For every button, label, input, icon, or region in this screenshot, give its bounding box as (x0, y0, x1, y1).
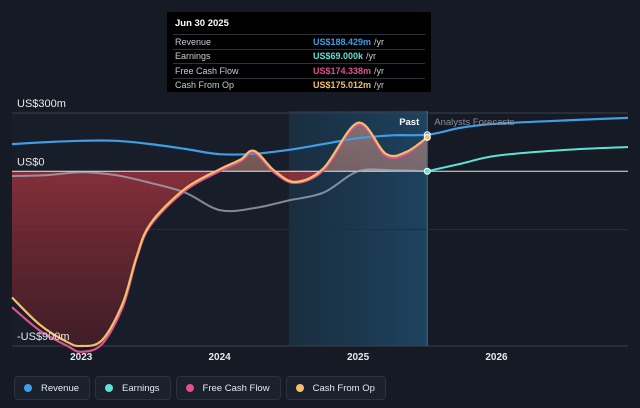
cash-negative-area (12, 171, 428, 347)
legend-label: Revenue (41, 382, 80, 394)
x-tick-2024: 2024 (209, 352, 232, 363)
tooltip-row-revenue: Revenue US$188.429m/yr (173, 34, 425, 49)
tooltip-row-unit: /yr (374, 65, 385, 76)
tooltip-row-label: Cash From Op (175, 80, 235, 91)
legend-dot-icon (24, 384, 32, 392)
y-axis-label-bottom: -US$900m (17, 331, 70, 343)
tooltip-row-unit: /yr (374, 80, 385, 91)
legend-item-revenue[interactable]: Revenue (14, 376, 91, 400)
legend: Revenue Earnings Free Cash Flow Cash From O… (14, 376, 386, 400)
series-line-free-cash-flow (11, 123, 428, 353)
legend-item-earnings[interactable]: Earnings (95, 376, 171, 400)
x-tick-2025: 2025 (347, 352, 370, 363)
series-line-earnings-past (11, 168, 428, 213)
tooltip-row-unit: /yr (374, 36, 385, 47)
x-tick-2026: 2026 (485, 352, 508, 363)
tooltip-row-value: US$175.012m (313, 80, 372, 91)
tooltip-row-value: US$188.429m (313, 36, 372, 47)
y-axis-label-top: US$300m (17, 98, 66, 110)
tooltip-row-free-cash-flow: Free Cash Flow US$174.338m/yr (173, 63, 425, 78)
tooltip: Jun 30 2025 Revenue US$188.429m/yr Earning… (167, 12, 431, 92)
tooltip-row-earnings: Earnings US$69.000k/yr (173, 48, 425, 64)
legend-label: Free Cash Flow (202, 382, 270, 394)
legend-label: Cash From Op (312, 382, 375, 394)
y-axis-label-zero: US$0 (17, 156, 45, 168)
marker-cash-from-op (423, 133, 431, 141)
legend-dot-icon (295, 384, 304, 392)
x-tick-2023: 2023 (70, 352, 93, 363)
tooltip-row-label: Free Cash Flow (175, 65, 239, 76)
tooltip-row-label: Earnings (175, 51, 211, 62)
tooltip-date: Jun 30 2025 (175, 18, 229, 29)
forecast-label: Analysts Forecasts (434, 117, 514, 128)
legend-item-free-cash-flow[interactable]: Free Cash Flow (175, 376, 281, 400)
legend-dot-icon (105, 384, 114, 392)
tooltip-row-label: Revenue (175, 36, 212, 47)
series-line-cash-from-op (11, 121, 428, 348)
tooltip-row-unit: /yr (366, 51, 377, 62)
legend-item-cash-from-op[interactable]: Cash From Op (285, 376, 386, 400)
series-line-earnings-forecast (427, 146, 629, 173)
tooltip-row-cash-from-op: Cash From Op US$175.012m/yr (173, 77, 425, 93)
series-line-revenue (11, 116, 629, 156)
tooltip-row-value: US$69.000k (313, 51, 364, 62)
tooltip-row-value: US$174.338m (313, 65, 372, 76)
legend-label: Earnings (122, 382, 160, 394)
past-label: Past (399, 117, 420, 128)
marker-earnings (423, 167, 431, 175)
legend-dot-icon (185, 384, 194, 392)
cash-positive-area (12, 122, 428, 172)
